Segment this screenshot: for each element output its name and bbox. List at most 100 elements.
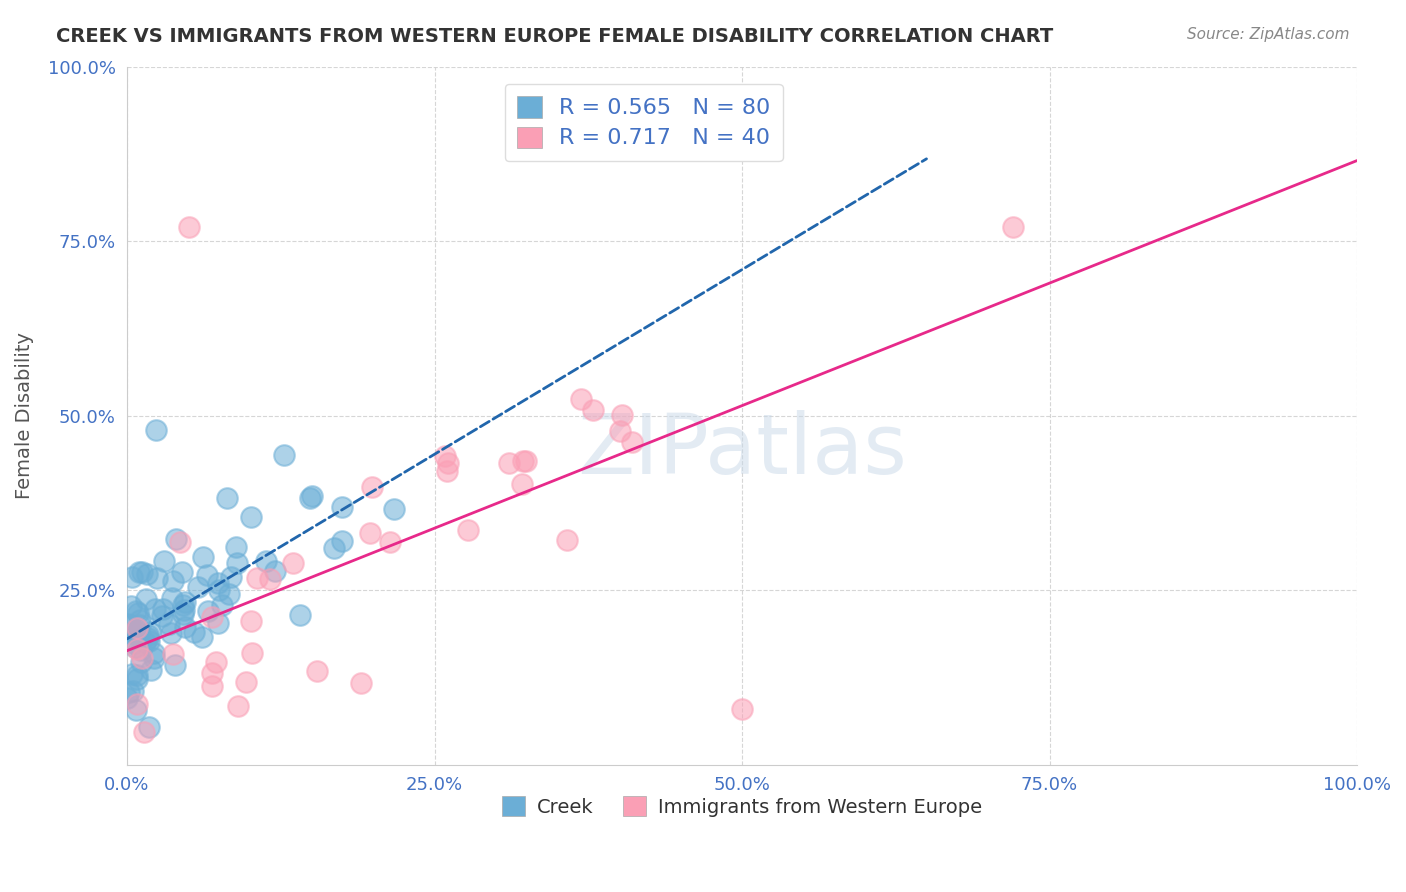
Point (135, 592, 157, 607)
Point (211, 598, 233, 612)
Point (183, 624, 205, 639)
Point (581, 402, 603, 417)
Point (436, 456, 458, 470)
Text: Source: ZipAtlas.com: Source: ZipAtlas.com (1187, 27, 1350, 42)
Point (134, 634, 156, 648)
Point (433, 449, 456, 463)
Point (127, 698, 149, 712)
Point (121, 667, 143, 681)
Point (169, 535, 191, 549)
Point (298, 491, 321, 505)
Point (323, 541, 346, 556)
Point (301, 490, 323, 504)
Point (143, 647, 166, 661)
Point (201, 679, 224, 693)
Point (150, 608, 173, 623)
Point (136, 566, 159, 581)
Point (246, 571, 269, 585)
Point (305, 664, 328, 678)
Point (128, 606, 150, 620)
Point (153, 554, 176, 568)
Point (382, 502, 405, 516)
Point (498, 457, 520, 471)
Point (191, 630, 214, 644)
Point (195, 568, 218, 582)
Point (160, 591, 183, 605)
Point (225, 540, 247, 554)
Point (218, 587, 240, 601)
Point (172, 598, 194, 612)
Point (205, 655, 228, 669)
Point (191, 550, 214, 565)
Point (263, 564, 285, 578)
Point (226, 698, 249, 713)
Point (127, 672, 149, 686)
Point (125, 703, 148, 717)
Point (141, 663, 163, 677)
Point (172, 566, 194, 580)
Point (136, 632, 159, 646)
Point (120, 599, 142, 613)
Text: ZIPatlas: ZIPatlas (576, 410, 907, 491)
Point (240, 646, 263, 660)
Point (207, 615, 229, 630)
Point (283, 557, 305, 571)
Point (162, 647, 184, 661)
Point (128, 626, 150, 640)
Point (118, 617, 141, 632)
Point (131, 565, 153, 579)
Point (165, 532, 187, 546)
Point (120, 625, 142, 640)
Point (359, 525, 381, 540)
Point (118, 685, 141, 699)
Point (138, 634, 160, 648)
Point (187, 580, 209, 594)
Point (128, 618, 150, 632)
Point (240, 614, 263, 628)
Point (330, 500, 353, 515)
Point (127, 641, 149, 656)
Point (173, 619, 195, 633)
Point (609, 425, 631, 439)
Point (138, 720, 160, 734)
Point (208, 582, 231, 597)
Point (197, 604, 219, 618)
Point (201, 666, 224, 681)
Point (129, 643, 152, 657)
Point (201, 610, 224, 624)
Point (207, 576, 229, 591)
Point (139, 625, 162, 640)
Point (162, 574, 184, 589)
Point (173, 602, 195, 616)
Point (129, 655, 152, 669)
Point (122, 684, 145, 698)
Point (731, 701, 754, 715)
Point (555, 533, 578, 548)
Point (160, 626, 183, 640)
Point (172, 607, 194, 622)
Point (124, 627, 146, 641)
Point (152, 601, 174, 615)
Point (235, 675, 257, 690)
Point (121, 570, 143, 584)
Point (131, 651, 153, 665)
Point (225, 556, 247, 570)
Point (569, 392, 592, 406)
Point (515, 454, 537, 468)
Point (143, 602, 166, 616)
Legend: Creek, Immigrants from Western Europe: Creek, Immigrants from Western Europe (495, 789, 990, 824)
Point (510, 476, 533, 491)
Point (124, 640, 146, 654)
Point (512, 454, 534, 468)
Point (143, 651, 166, 665)
Point (1001, 220, 1024, 235)
Point (127, 668, 149, 682)
Point (349, 675, 371, 690)
Point (125, 621, 148, 635)
Point (177, 220, 200, 235)
Point (273, 449, 295, 463)
Point (128, 565, 150, 579)
Point (436, 464, 458, 478)
Point (129, 613, 152, 627)
Point (157, 617, 180, 632)
